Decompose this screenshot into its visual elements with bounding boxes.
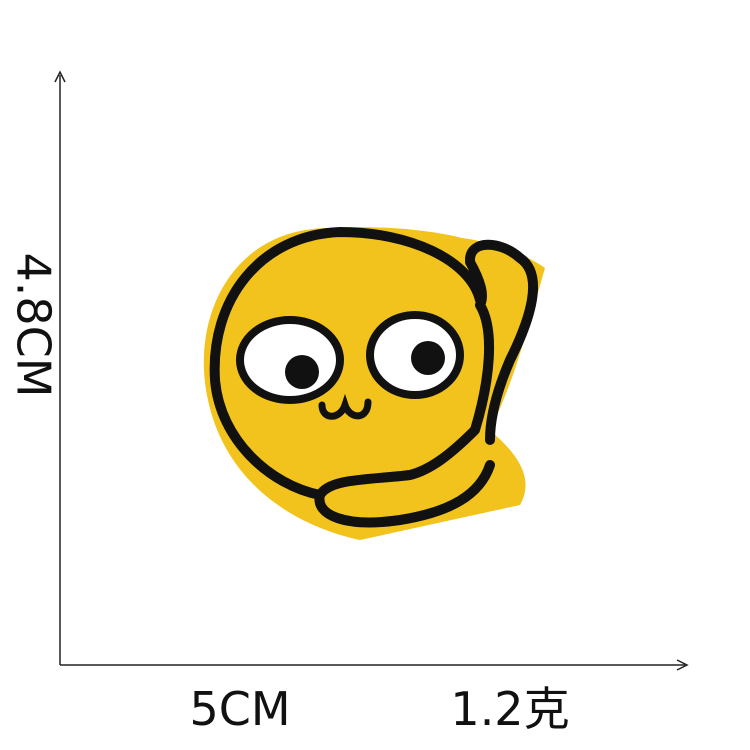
height-arrow — [54, 70, 66, 83]
width-arrow — [676, 659, 689, 671]
emoji-patch — [203, 226, 545, 540]
width-label: 5CM — [189, 682, 290, 736]
height-label: 4.8CM — [7, 253, 61, 398]
weight-label: 1.2克 — [450, 682, 569, 736]
